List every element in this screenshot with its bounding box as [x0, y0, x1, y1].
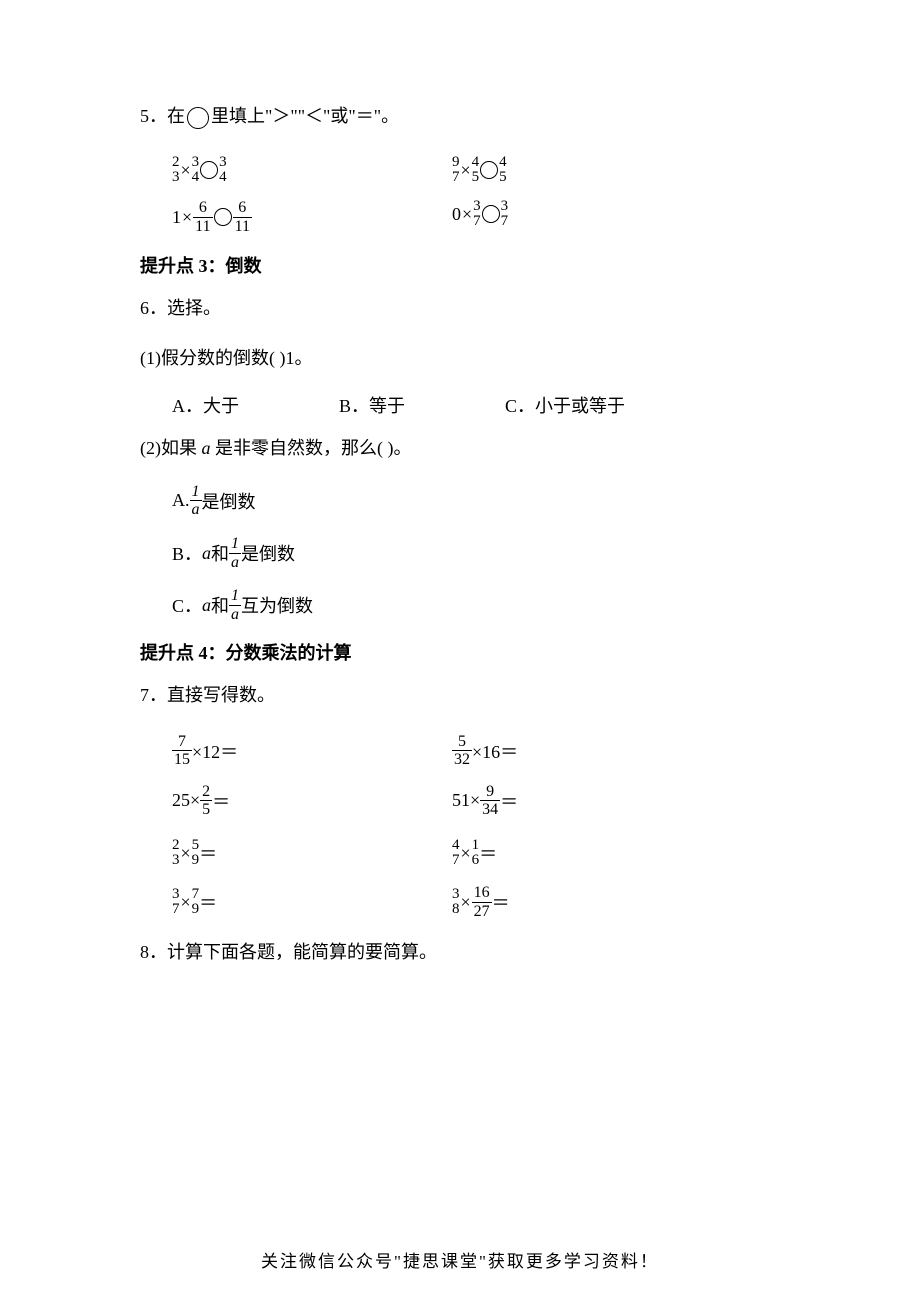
q7-expr4b: 38×1627＝ [452, 884, 510, 920]
circle-icon [187, 107, 209, 129]
q5-expr1: 23×3434 [172, 155, 227, 185]
q6-sub2-optb: B．a 和1a是倒数 [140, 535, 780, 571]
circle-icon [480, 161, 498, 179]
q6-sub2: (2)如果 a 是非零自然数，那么( )。 [140, 432, 780, 464]
variable-a: a [202, 438, 211, 458]
q6-sub2-opta: A.1a是倒数 [140, 483, 780, 519]
q6-number: 6． [140, 298, 167, 318]
q8-text: 计算下面各题，能简算的要简算。 [167, 942, 437, 962]
q6-sub2-label: (2) [140, 438, 161, 458]
q5-expr4: 0×3737 [452, 199, 508, 229]
circle-icon [214, 208, 232, 226]
q7-expr1b: 532×16＝ [452, 733, 518, 769]
option-a: A．大于 [172, 392, 239, 418]
question-8: 8．计算下面各题，能简算的要简算。 [140, 936, 780, 968]
question-5: 5．在 里填上"＞""＜"或"＝"。 23×3434 97×4545 1×6116… [140, 100, 780, 236]
q6-sub2-text1: 如果 [161, 438, 202, 458]
q6-sub1: (1)假分数的倒数( )1。 [140, 342, 780, 374]
q7-expr3a: 23×59＝ [172, 838, 217, 868]
q5-row1: 23×3434 97×4545 1×611611 0×3737 [140, 150, 780, 235]
question-7: 7．直接写得数。 715×12＝ 532×16＝ 25×25＝ [140, 679, 780, 920]
q5-number: 5． [140, 106, 167, 126]
q7-items: 715×12＝ 532×16＝ 25×25＝ 51×934＝ [140, 730, 780, 920]
q5-text2: 里填上"＞""＜"或"＝"。 [211, 106, 399, 126]
q5-expr2: 97×4545 [452, 155, 507, 185]
question-6: 6．选择。 (1)假分数的倒数( )1。 A．大于 B．等于 C．小于或等于 (… [140, 292, 780, 624]
q5-text1: 在 [167, 106, 185, 126]
q7-number: 7． [140, 685, 167, 705]
q5-expr3: 1×611611 [172, 199, 252, 235]
option-b: B．等于 [339, 392, 405, 418]
q7-expr4a: 37×79＝ [172, 887, 217, 917]
circle-icon [482, 205, 500, 223]
q6-sub1-text: 假分数的倒数( )1。 [161, 348, 313, 368]
page-footer: 关注微信公众号"捷思课堂"获取更多学习资料！ [0, 1247, 920, 1272]
q6-sub2-optc: C．a 和1a互为倒数 [140, 587, 780, 623]
q6-text: 选择。 [167, 298, 221, 318]
q6-sub1-options: A．大于 B．等于 C．小于或等于 [140, 392, 780, 418]
circle-icon [200, 161, 218, 179]
section-4-title: 提升点 4：分数乘法的计算 [140, 639, 780, 665]
option-c: C．小于或等于 [505, 392, 625, 418]
q7-expr3b: 47×16＝ [452, 838, 497, 868]
q7-prompt: 7．直接写得数。 [140, 679, 780, 711]
q5-prompt: 5．在 里填上"＞""＜"或"＝"。 [140, 100, 780, 132]
section-3-title: 提升点 3：倒数 [140, 252, 780, 278]
q8-prompt: 8．计算下面各题，能简算的要简算。 [140, 936, 780, 968]
q6-prompt: 6．选择。 [140, 292, 780, 324]
q7-text: 直接写得数。 [167, 685, 275, 705]
q6-sub1-label: (1) [140, 348, 161, 368]
q7-expr2b: 51×934＝ [452, 783, 518, 819]
q7-expr2a: 25×25＝ [172, 783, 230, 819]
q8-number: 8． [140, 942, 167, 962]
q7-expr1a: 715×12＝ [172, 733, 238, 769]
q6-sub2-text2: 是非零自然数，那么( )。 [211, 438, 412, 458]
